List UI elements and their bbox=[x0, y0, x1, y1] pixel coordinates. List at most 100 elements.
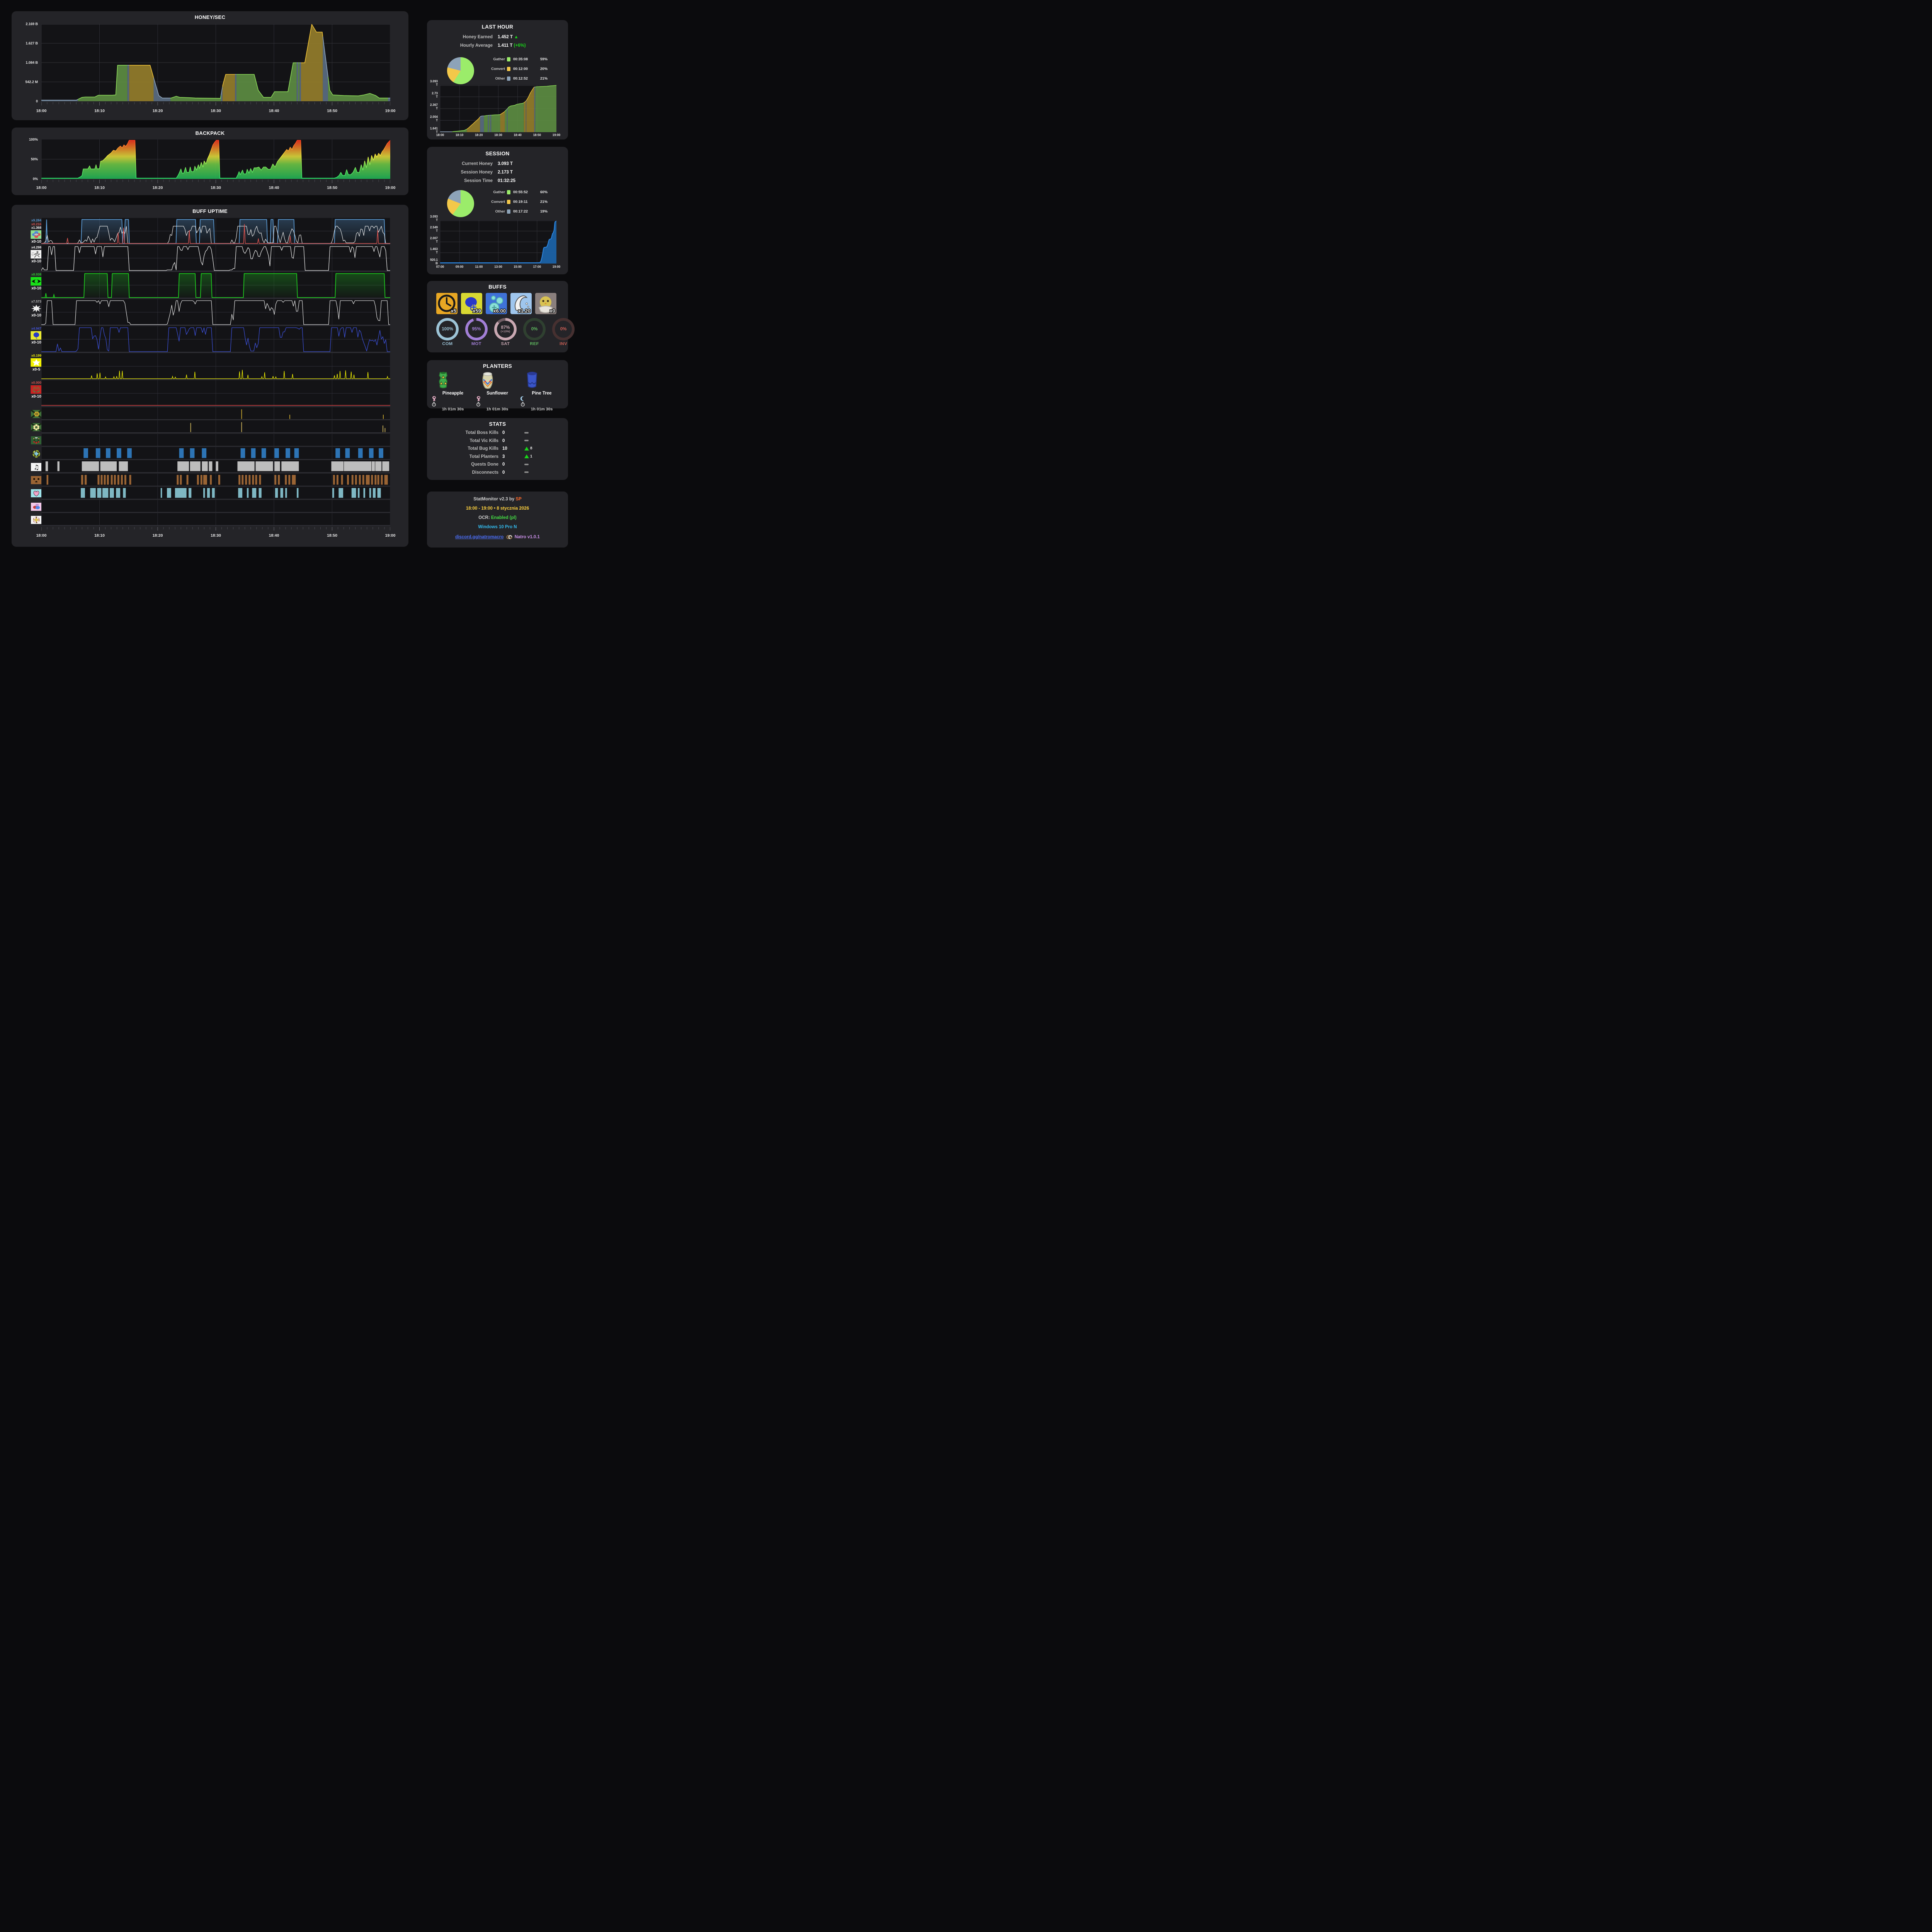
y-tick-label: 2.169 B bbox=[26, 22, 38, 26]
legend-color-chip bbox=[507, 209, 510, 214]
legend-color-chip bbox=[507, 200, 510, 204]
heart-icon bbox=[31, 489, 42, 498]
buff-multiplier-label: x8.938 bbox=[31, 272, 41, 276]
buff-row-bomb-combo: x7.573 x0-10 bbox=[12, 299, 408, 326]
gauge-subvalue: (+13%) bbox=[500, 330, 510, 333]
up-arrow-icon: ▲ bbox=[514, 35, 519, 39]
session-honey-label: Session Honey bbox=[461, 170, 493, 175]
x-tick-label: 18:20 bbox=[152, 533, 163, 538]
buff-row-plot bbox=[41, 353, 390, 379]
y-tick-label: 920.1 B bbox=[430, 258, 438, 265]
backpack-x-axis: 18:00 18:10 18:20 18:30 18:40 18:50 19:00 bbox=[36, 185, 396, 191]
x-tick-label: 17:00 bbox=[533, 265, 541, 269]
stat-label: Total Vic Kills bbox=[469, 438, 498, 443]
stat-delta: 1 bbox=[530, 454, 532, 459]
buff-multiplier-label: x0.199 bbox=[31, 354, 41, 357]
stat-label: Total Bug Kills bbox=[468, 446, 498, 451]
balloon-icon bbox=[31, 331, 42, 340]
badge-icon bbox=[31, 449, 42, 458]
buffs-panel: BUFFS x5 x59 x6.00 x1.20 x0 100% COM 95% MOT 87%… bbox=[427, 281, 575, 352]
buff-row-field-boosts: x9.284 x0.216 x1.368 x0-10 bbox=[12, 218, 408, 245]
buff-row-plot bbox=[41, 245, 390, 271]
y-tick-label: 2.004 T bbox=[430, 115, 438, 122]
legend-time: 00:12:00 bbox=[513, 67, 528, 71]
y-tick-label: 50% bbox=[31, 157, 38, 161]
x-tick-label: 13:00 bbox=[494, 265, 502, 269]
buff-multiplier: x59 bbox=[473, 308, 481, 314]
legend-color-chip bbox=[507, 77, 510, 81]
balloon-plus-icon bbox=[461, 293, 482, 314]
x-tick-label: 18:10 bbox=[455, 133, 464, 137]
buff-multiplier-label: x7.573 bbox=[31, 299, 41, 303]
discord-natro-line: discord.gg/natromacro Natro v1.0.1 bbox=[427, 534, 568, 540]
session-chart-x-axis: 07:00 09:00 11:00 13:00 15:00 17:00 19:00 bbox=[436, 265, 560, 269]
ref-gauge: 0% REF bbox=[523, 318, 546, 346]
gauge-value: 0% bbox=[560, 327, 567, 332]
buff-row-plot bbox=[41, 434, 390, 446]
pineapple-planter-icon bbox=[432, 371, 474, 391]
buff-tiles: x5 x59 x6.00 x1.20 x0 bbox=[436, 293, 556, 314]
jelly-icon bbox=[31, 502, 42, 511]
buff-multiplier-label: x0.216 bbox=[31, 222, 41, 226]
buff-multiplier: x0 bbox=[549, 308, 555, 314]
legend-percent: 20% bbox=[540, 67, 548, 71]
legend-time: 00:19:11 bbox=[513, 200, 528, 204]
honey-sec-title: HONEY/SEC bbox=[194, 14, 226, 20]
discord-link[interactable]: discord.gg/natromacro bbox=[455, 535, 504, 540]
planter-pine-tree: Pine Tree 1h 01m 30s bbox=[520, 371, 563, 412]
session-time-value: 01:32:25 bbox=[498, 179, 516, 183]
wave-buff-tile: x1.20 bbox=[510, 293, 532, 314]
buff-row-guiding-star bbox=[12, 447, 408, 460]
ocr-status: OCR: Enabled (pl) bbox=[478, 515, 517, 520]
y-tick-label: 0 bbox=[36, 99, 38, 103]
buff-row-melody: ♫ bbox=[12, 460, 408, 473]
hexagon-icon bbox=[31, 410, 42, 418]
session-pie-chart bbox=[447, 190, 474, 217]
y-tick-label: 1.627 B bbox=[26, 41, 38, 45]
legend-color-chip bbox=[507, 190, 510, 194]
legend-time: 00:35:08 bbox=[513, 57, 528, 61]
x-tick-label: 18:20 bbox=[152, 109, 163, 113]
x-tick-label: 18:40 bbox=[269, 533, 279, 538]
buff-row-plot bbox=[41, 272, 390, 298]
last-hour-chart-x-axis: 18:00 18:10 18:20 18:30 18:40 18:50 19:00 bbox=[436, 133, 560, 137]
y-tick-label: 542.2 M bbox=[25, 80, 38, 84]
buff-row-plot bbox=[41, 380, 390, 406]
buff-row-star-buff: x0.199 x0-5 bbox=[12, 353, 408, 380]
gauge-label: MOT bbox=[471, 342, 481, 346]
gauge-ring: 87% (+13%) bbox=[494, 318, 517, 340]
x-tick-label: 18:50 bbox=[327, 109, 337, 113]
y-tick-label: 1.084 B bbox=[26, 61, 38, 65]
buff-range-label: x0-10 bbox=[31, 394, 41, 399]
honey-sec-x-axis: 18:00 18:10 18:20 18:30 18:40 18:50 19:00 bbox=[36, 109, 396, 114]
buff-row-plot bbox=[41, 460, 390, 473]
bear-icon bbox=[31, 476, 42, 485]
x-tick-label: 19:00 bbox=[385, 109, 396, 113]
y-tick-label: 2.007 T bbox=[430, 236, 438, 243]
buff-multiplier: x5 bbox=[451, 308, 456, 314]
x-tick-label: 18:30 bbox=[211, 109, 221, 113]
x-tick-label: 07:00 bbox=[436, 265, 444, 269]
svg-text:N: N bbox=[36, 517, 37, 519]
buff-uptime-title: BUFF UPTIME bbox=[192, 208, 228, 214]
x-tick-label: 18:10 bbox=[94, 185, 105, 190]
planter-timer: 1h 01m 30s bbox=[432, 402, 474, 412]
buff-range-label: x0-10 bbox=[31, 259, 41, 264]
stat-value: 0 bbox=[502, 462, 505, 467]
honey-earned-value: 1.452 T ▲ bbox=[498, 35, 519, 39]
pine-tree-planter-icon bbox=[520, 371, 563, 391]
stat-value: 0 bbox=[502, 438, 505, 443]
chick-icon bbox=[535, 293, 556, 314]
clock-icon bbox=[436, 293, 457, 314]
swirl-field-icon bbox=[476, 396, 519, 401]
planter-name: Pine Tree bbox=[520, 391, 563, 401]
backpack-panel: BACKPACK 100% 50% 0% 18:00 18:10 18:20 18:30 1… bbox=[12, 128, 408, 195]
y-tick-label: 1.641 T bbox=[430, 127, 438, 134]
legend-row: Other 00:12:52 21% bbox=[483, 77, 562, 81]
session-chart bbox=[440, 220, 556, 264]
stats-title: STATS bbox=[489, 421, 506, 427]
legend-color-chip bbox=[507, 57, 510, 61]
gauge-value: 0% bbox=[531, 327, 538, 332]
